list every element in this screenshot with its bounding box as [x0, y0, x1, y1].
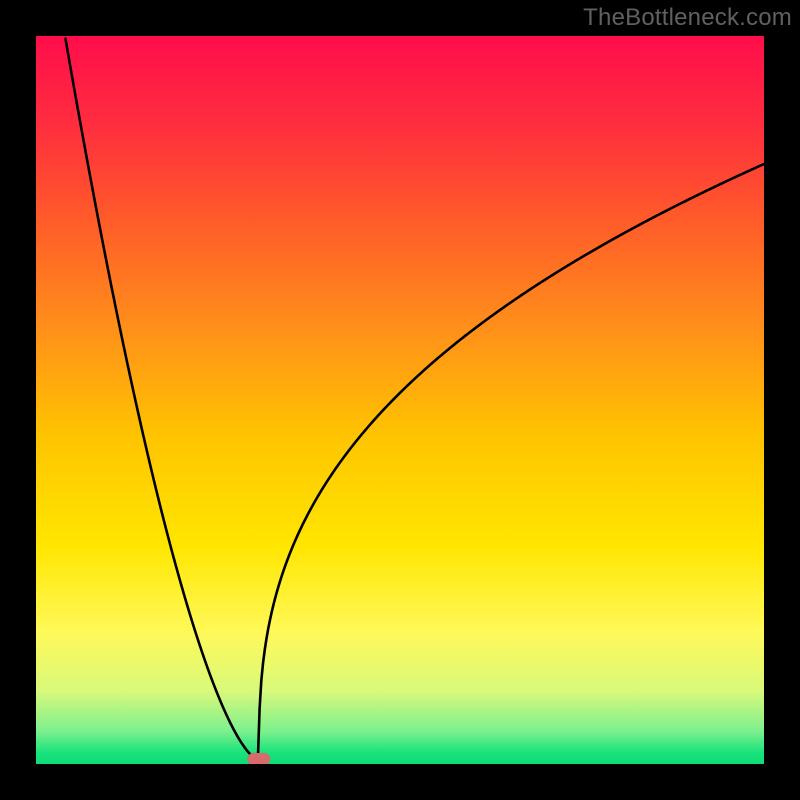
plot-background: [36, 36, 764, 764]
bottleneck-chart: [0, 0, 800, 800]
watermark-label: TheBottleneck.com: [583, 4, 792, 32]
minimum-marker: [248, 754, 270, 765]
chart-container: TheBottleneck.com: [0, 0, 800, 800]
